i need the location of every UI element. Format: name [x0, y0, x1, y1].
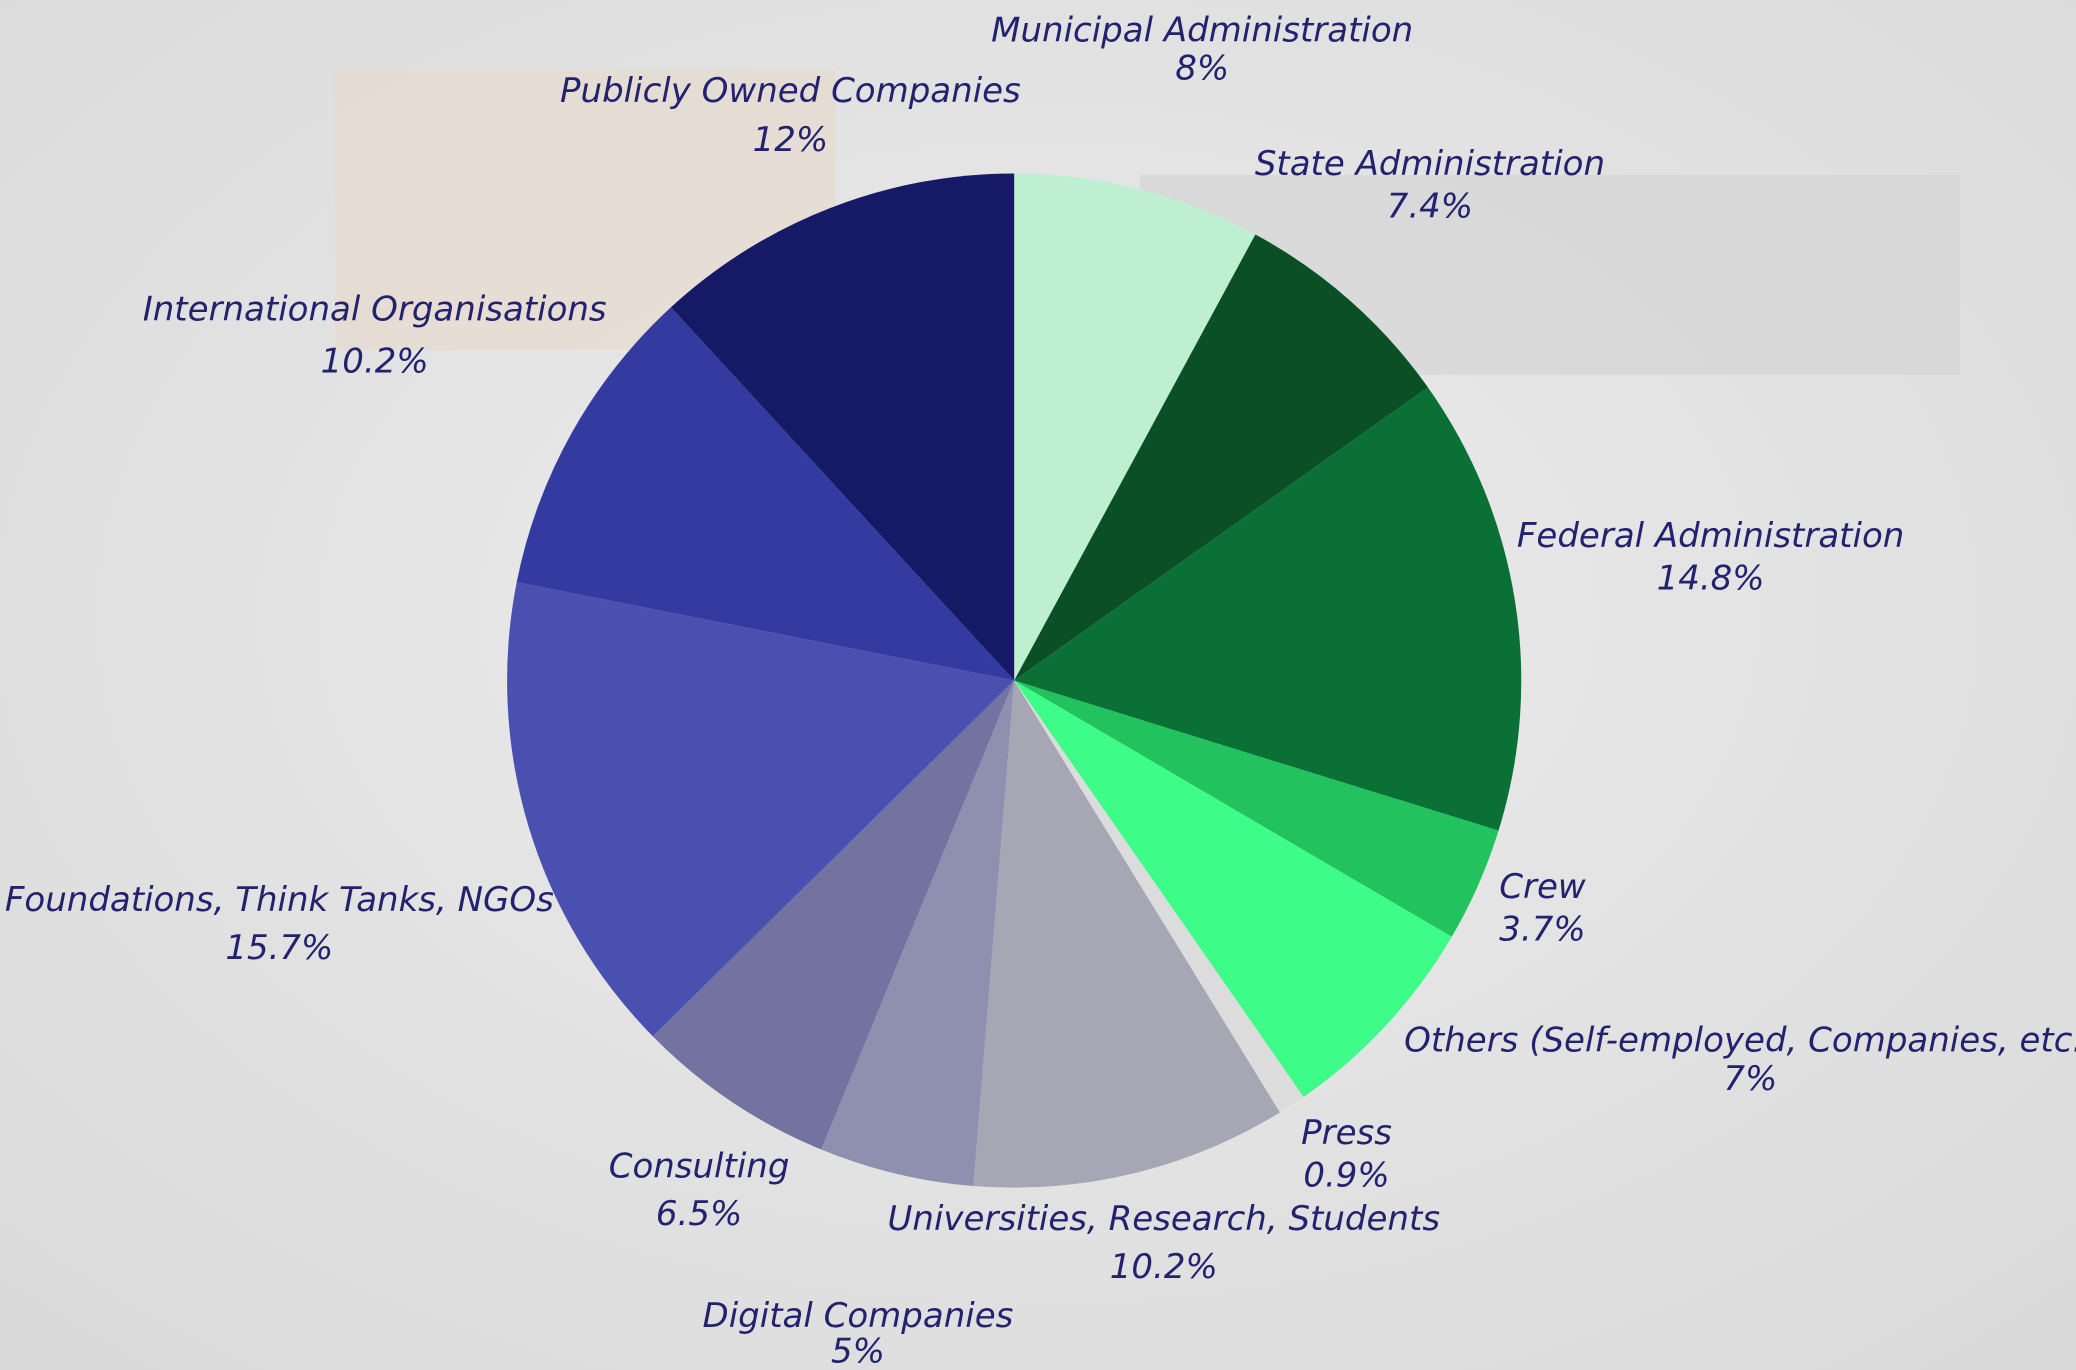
slice-label: Publicly Owned Companies	[560, 71, 1021, 111]
slice-value-label: 14.8%	[1657, 558, 1765, 598]
pie-slice	[652, 680, 1015, 1150]
pie-slice	[973, 680, 1280, 1188]
slice-value-label: 15.7%	[225, 928, 333, 968]
slice-value-label: 6.5%	[656, 1194, 742, 1234]
slice-value-label: 12%	[753, 120, 829, 160]
slice-value-label: 0.9%	[1303, 1156, 1389, 1196]
pie-slice	[821, 680, 1015, 1186]
slice-value-label: 10.2%	[1110, 1247, 1218, 1287]
pie-slice	[670, 173, 1015, 681]
slice-label: Universities, Research, Students	[888, 1199, 1440, 1239]
slice-value-label: 7.4%	[1387, 186, 1473, 226]
slice-value-label: 8%	[1175, 49, 1229, 89]
slice-label: Municipal Administration	[991, 10, 1413, 50]
slice-value-label: 10.2%	[321, 341, 429, 381]
pie-slice	[516, 307, 1015, 681]
pie-slice	[1014, 234, 1428, 681]
pie-slice	[1014, 173, 1256, 681]
slice-label: State Administration	[1255, 144, 1605, 184]
slice-value-label: 3.7%	[1499, 909, 1585, 949]
slice-label: Federal Administration	[1517, 516, 1904, 556]
slice-label: International Organisations	[143, 290, 607, 330]
slice-value-label: 7%	[1723, 1059, 1777, 1099]
pie-slice	[1014, 680, 1304, 1113]
slice-value-label: 5%	[831, 1332, 885, 1370]
slice-label: Foundations, Think Tanks, NGOs	[5, 880, 554, 920]
pie-slice	[1014, 680, 1452, 1097]
slice-label: Crew	[1499, 867, 1586, 907]
slice-label: Others (Self-employed, Companies, etc.)	[1404, 1020, 2076, 1060]
slice-label: Digital Companies	[703, 1296, 1014, 1336]
pie-slice	[1014, 387, 1522, 831]
pie-slice	[1014, 680, 1499, 937]
slice-label: Press	[1301, 1113, 1392, 1153]
slice-label: Consulting	[609, 1146, 790, 1186]
pie-slice	[507, 582, 1015, 1037]
